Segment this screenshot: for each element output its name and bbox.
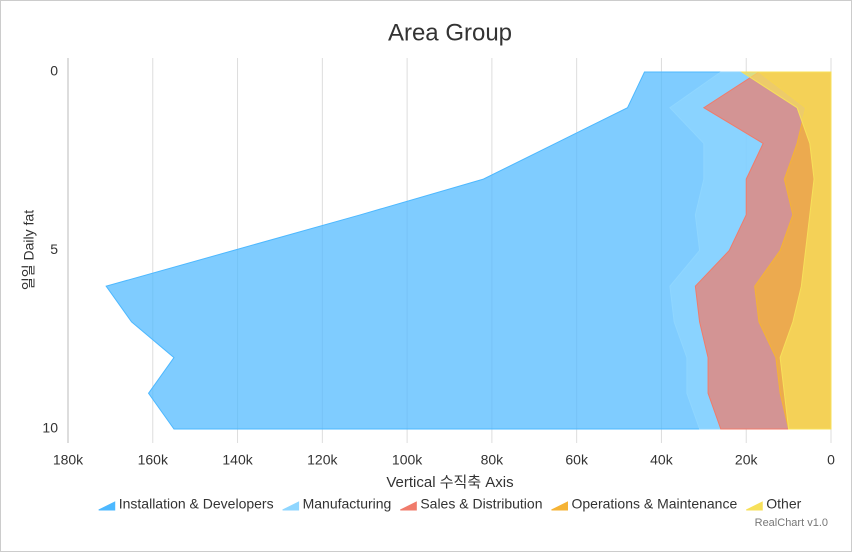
legend-symbol bbox=[282, 501, 300, 511]
value-tick-label: 80k bbox=[481, 452, 505, 468]
area bbox=[740, 71, 832, 430]
chart-title: Area Group bbox=[388, 19, 512, 46]
credits: RealChart v1.0 bbox=[755, 517, 828, 529]
category-axis-title: 일일 Daily fat bbox=[21, 210, 37, 290]
category-tick-label: 5 bbox=[50, 241, 58, 257]
value-tick-label: 0 bbox=[827, 452, 835, 468]
legend-item: Operations & Maintenance bbox=[551, 496, 737, 512]
legend-label: Other bbox=[766, 496, 801, 512]
legend-item: Installation & Developers bbox=[98, 496, 274, 512]
value-axis-title: Vertical 수직축 Axis bbox=[386, 474, 513, 491]
legend-label: Installation & Developers bbox=[119, 496, 274, 512]
value-tick-label: 20k bbox=[735, 452, 759, 468]
value-tick-label: 60k bbox=[565, 452, 589, 468]
category-tick-label: 0 bbox=[50, 63, 58, 79]
value-tick-label: 180k bbox=[53, 452, 84, 468]
legend-symbol bbox=[98, 501, 116, 511]
legend-label: Manufacturing bbox=[303, 496, 392, 512]
legend-item: Other bbox=[746, 496, 802, 512]
legend-symbol bbox=[400, 501, 417, 511]
legend-symbol bbox=[746, 501, 763, 511]
legend-label: Operations & Maintenance bbox=[571, 496, 737, 512]
value-tick-label: 120k bbox=[307, 452, 338, 468]
legend-item: Sales & Distribution bbox=[400, 496, 542, 512]
legend-item: Manufacturing bbox=[282, 496, 392, 512]
legend-symbol bbox=[551, 501, 568, 511]
value-tick-label: 160k bbox=[138, 452, 169, 468]
value-tick-label: 100k bbox=[392, 452, 423, 468]
category-tick-label: 10 bbox=[42, 420, 58, 436]
legend-label: Sales & Distribution bbox=[420, 496, 542, 512]
legend: Installation & Developers Manufacturing Sa… bbox=[98, 496, 802, 512]
area bbox=[105, 71, 832, 430]
value-tick-label: 140k bbox=[222, 452, 253, 468]
value-tick-label: 40k bbox=[650, 452, 674, 468]
